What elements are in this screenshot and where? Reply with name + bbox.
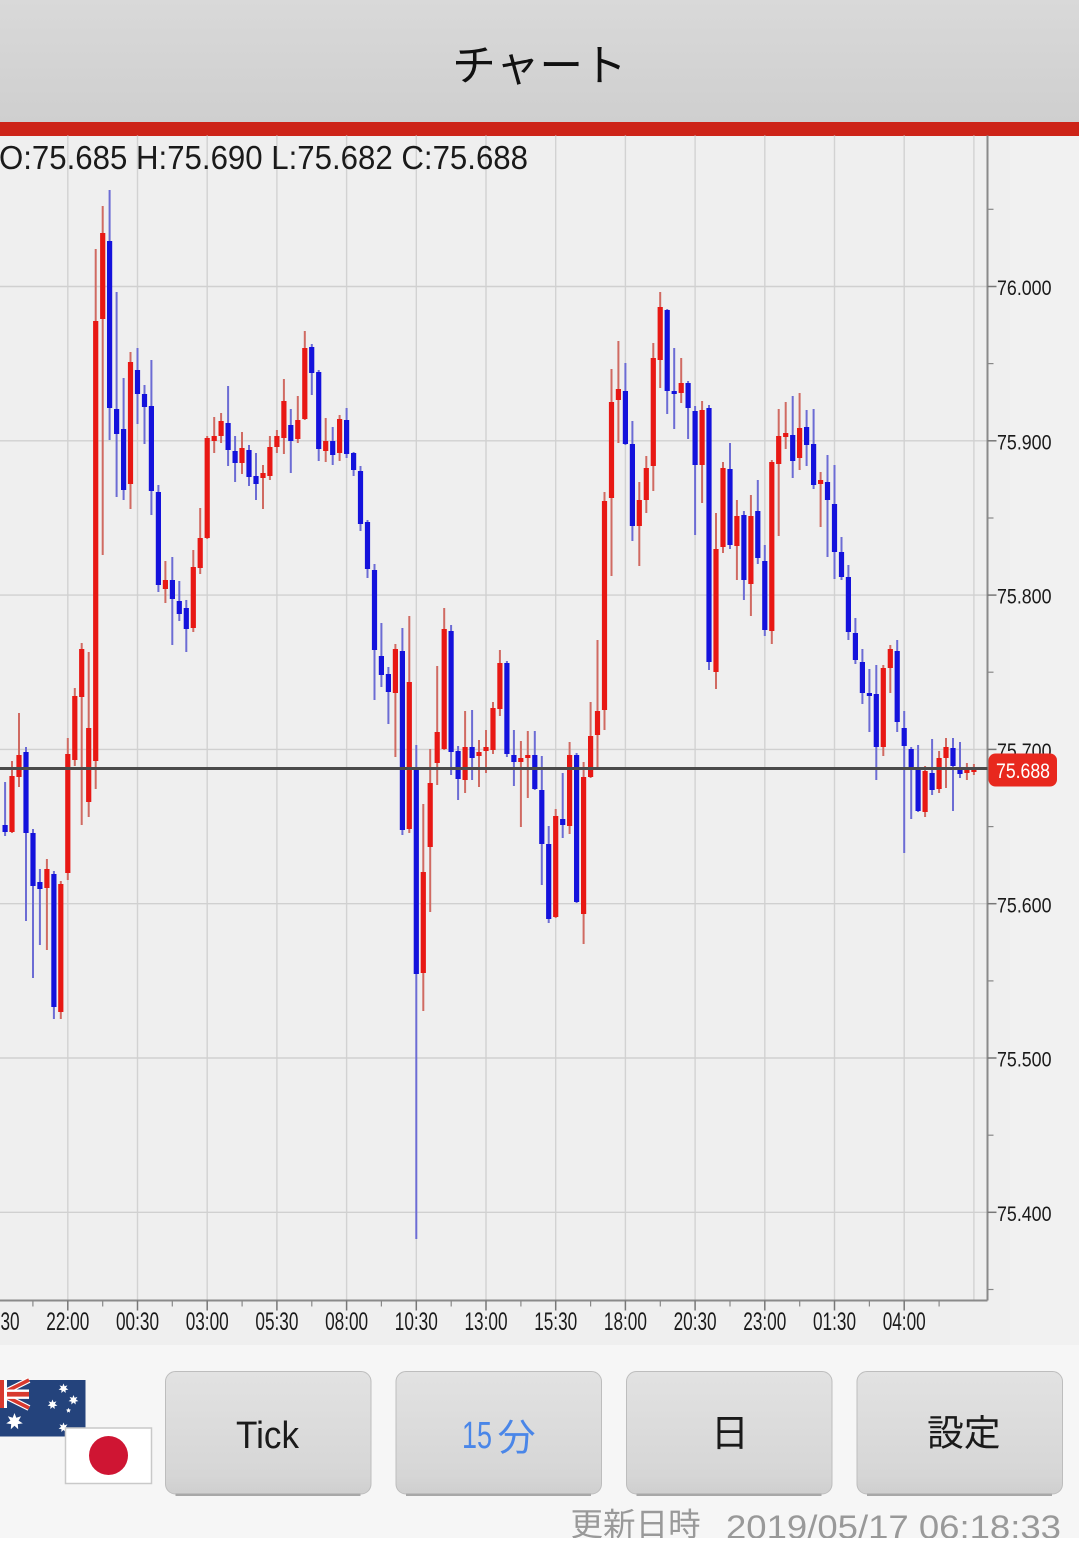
svg-text:75.500: 75.500 (997, 1048, 1052, 1072)
svg-text:00:30: 00:30 (116, 1308, 159, 1336)
svg-text:22:00: 22:00 (46, 1308, 89, 1336)
svg-text:19:30: 19:30 (0, 1308, 20, 1336)
svg-text:2019/05/17 06:18:33: 2019/05/17 06:18:33 (726, 1509, 1061, 1539)
svg-text:75.688: 75.688 (996, 760, 1050, 783)
svg-text:15:30: 15:30 (534, 1308, 577, 1336)
svg-text:O:75.685 H:75.690 L:75.682 C:7: O:75.685 H:75.690 L:75.682 C:75.688 (0, 139, 528, 176)
svg-text:13:00: 13:00 (465, 1308, 508, 1336)
svg-text:01:30: 01:30 (813, 1308, 856, 1336)
svg-text:75.400: 75.400 (997, 1202, 1052, 1226)
svg-text:75.800: 75.800 (997, 585, 1052, 609)
svg-text:04:00: 04:00 (883, 1308, 926, 1336)
svg-text:76.000: 76.000 (997, 276, 1052, 300)
svg-text:20:30: 20:30 (674, 1308, 717, 1336)
svg-text:75.600: 75.600 (997, 893, 1052, 917)
svg-text:23:00: 23:00 (743, 1308, 786, 1336)
svg-text:08:00: 08:00 (325, 1308, 368, 1336)
svg-text:15: 15 (462, 1415, 492, 1457)
svg-text:75.900: 75.900 (997, 430, 1052, 454)
svg-text:10:30: 10:30 (395, 1308, 438, 1336)
svg-text:18:00: 18:00 (604, 1308, 647, 1336)
svg-text:03:00: 03:00 (186, 1308, 229, 1336)
svg-text:05:30: 05:30 (255, 1308, 298, 1336)
svg-text:Tick: Tick (236, 1415, 300, 1457)
